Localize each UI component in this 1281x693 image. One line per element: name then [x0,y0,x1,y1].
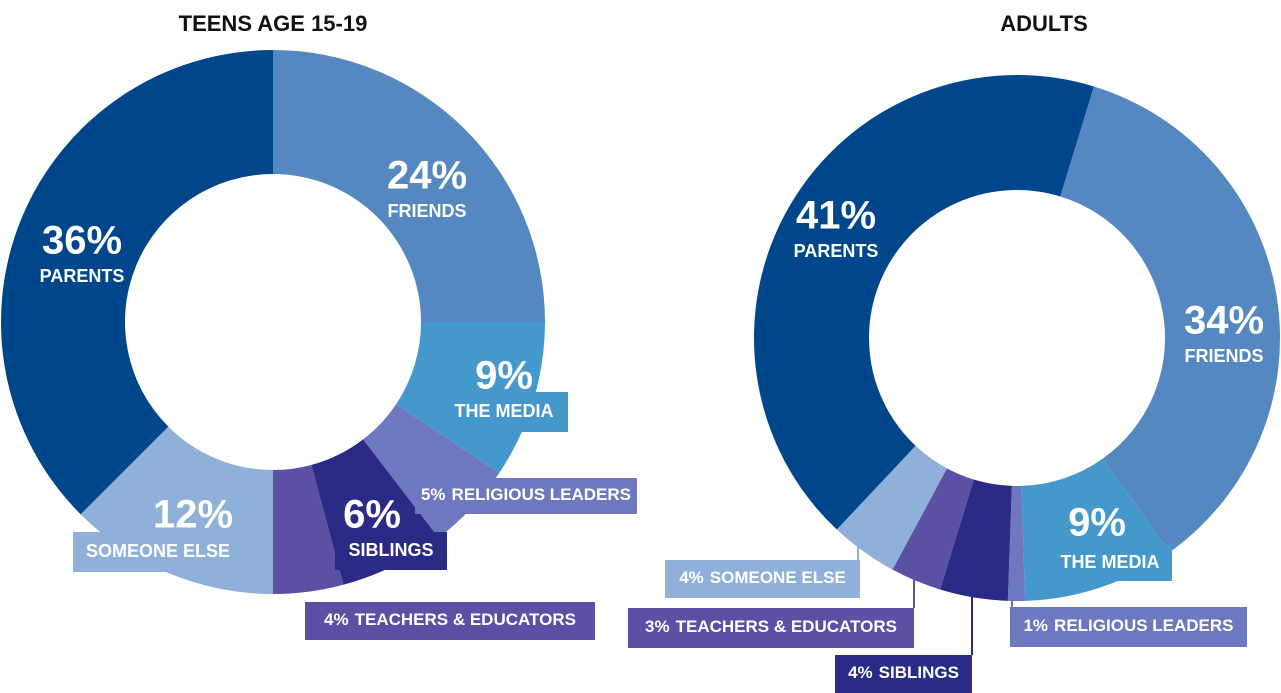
category-label: SOMEONE ELSE [86,541,230,561]
category-label: TEACHERS & EDUCATORS [355,610,576,629]
donut-slice [273,50,545,322]
category-label: SOMEONE ELSE [710,568,846,587]
category-label: FRIENDS [387,201,466,221]
donut-slice [940,479,1012,601]
value-label: 4% [679,568,704,587]
chart-title: TEENS AGE 15-19 [179,11,368,36]
label-box [835,655,972,693]
label-box [665,560,860,598]
value-label: 24% [387,154,467,198]
chart-title: ADULTS [1000,11,1088,36]
category-label: PARENTS [40,266,125,286]
label-box [335,532,447,570]
category-label: SIBLINGS [879,663,959,682]
value-label: 5% [421,485,446,504]
donut-slice [273,464,344,594]
donut-slice [0,50,273,515]
value-label: 9% [475,354,533,398]
label-box [305,602,595,640]
slice-label: 1% RELIGIOUS LEADERS [1023,616,1233,635]
value-label: 6% [343,493,401,537]
value-label: 34% [1184,299,1264,343]
donut-slice [1060,86,1280,553]
category-label: THE MEDIA [1061,552,1160,572]
value-label: 36% [42,219,122,263]
value-label: 41% [796,194,876,238]
category-label: THE MEDIA [455,401,554,421]
category-label: FRIENDS [1184,346,1263,366]
label-box [1010,607,1247,647]
category-label: RELIGIOUS LEADERS [452,485,631,504]
category-label: RELIGIOUS LEADERS [1054,616,1233,635]
slice-label: 5% RELIGIOUS LEADERS [421,485,631,504]
category-label: PARENTS [794,241,879,261]
donut-slice [892,468,974,590]
value-label: 4% [848,663,873,682]
slice-label: 4% SOMEONE ELSE [679,568,846,587]
value-label: 9% [1068,501,1126,545]
donut-slice [754,75,1094,530]
value-label: 3% [645,617,670,636]
donut-slice [836,445,947,570]
slice-label: 4% SIBLINGS [848,663,959,682]
category-label: SIBLINGS [348,540,433,560]
value-label: 4% [324,610,349,629]
donut-slice [1007,485,1026,601]
slice-label: 3% TEACHERS & EDUCATORS [645,617,897,636]
label-box [628,608,914,648]
label-box [73,532,243,572]
label-box [415,478,637,514]
label-box [440,392,568,432]
value-label: 1% [1023,616,1048,635]
slice-label: 4% TEACHERS & EDUCATORS [324,610,576,629]
value-label: 12% [153,493,233,537]
label-box [1050,545,1172,581]
category-label: TEACHERS & EDUCATORS [676,617,897,636]
